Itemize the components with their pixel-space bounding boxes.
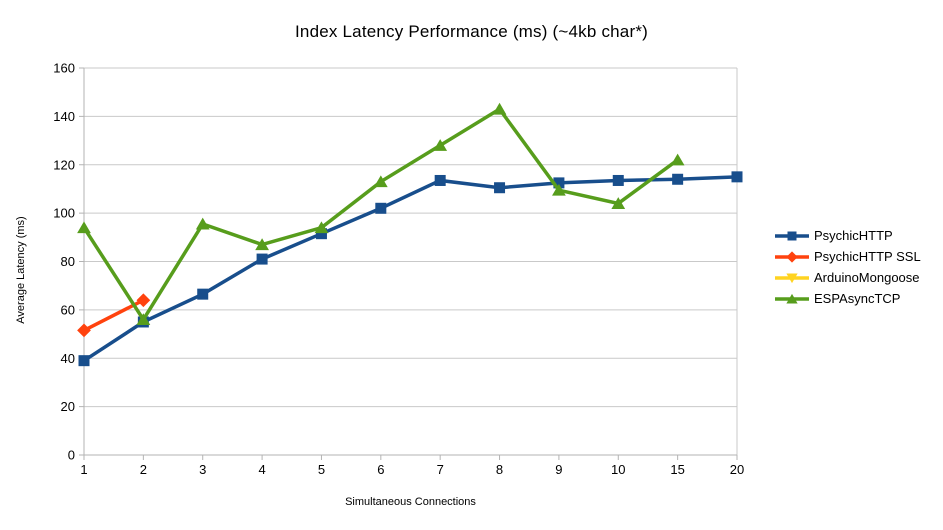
square-marker-psychichttp <box>197 288 209 300</box>
triangle-up-marker-espasynctcp <box>433 139 448 151</box>
triangle-up-marker-espasynctcp <box>77 221 91 234</box>
legend-item-espasynctcp: ESPAsyncTCP <box>775 288 921 309</box>
x-tick-label-9: 9 <box>555 462 562 477</box>
legend-label: ArduinoMongoose <box>814 270 920 285</box>
x-tick-label-6: 6 <box>377 462 384 477</box>
triangle-up-marker-espasynctcp <box>552 183 566 196</box>
square-marker-psychichttp <box>731 171 743 183</box>
triangle-up-marker-espasynctcp <box>670 153 685 166</box>
triangle-up-marker-espasynctcp <box>195 217 210 230</box>
triangle-up-marker-espasynctcp <box>255 238 269 251</box>
x-axis-title: Simultaneous Connections <box>345 496 476 508</box>
diamond-marker-psychichttp-ssl <box>136 293 151 308</box>
square-swatch-icon <box>775 231 809 240</box>
y-tick-label-120: 120 <box>53 157 75 172</box>
square-marker-psychichttp <box>375 202 387 214</box>
y-tick-label-80: 80 <box>61 254 75 269</box>
y-tick-label-140: 140 <box>53 109 75 124</box>
square-marker-psychichttp <box>78 355 90 367</box>
triangle-up-marker-espasynctcp <box>492 102 507 115</box>
legend-item-psychichttp-ssl: PsychicHTTP SSL <box>775 246 921 267</box>
x-tick-label-20: 20 <box>730 462 744 477</box>
legend-label: PsychicHTTP <box>814 228 893 243</box>
square-marker-psychichttp <box>315 228 327 240</box>
square-marker-psychichttp <box>672 173 684 185</box>
y-tick-label-20: 20 <box>61 399 75 414</box>
y-tick-label-160: 160 <box>53 61 75 76</box>
x-tick-label-7: 7 <box>437 462 444 477</box>
square-marker-psychichttp <box>612 174 624 186</box>
x-tick-label-3: 3 <box>199 462 206 477</box>
legend-item-psychichttp: PsychicHTTP <box>775 225 921 246</box>
chart-title: Index Latency Performance (ms) (~4kb cha… <box>295 22 648 41</box>
x-tick-label-5: 5 <box>318 462 325 477</box>
series-line-psychichttp <box>83 175 738 363</box>
triangle-up-marker-espasynctcp <box>611 197 626 209</box>
square-marker-psychichttp <box>434 174 446 186</box>
square-marker-psychichttp <box>494 182 506 194</box>
y-tick-label-100: 100 <box>53 206 75 221</box>
y-tick-label-0: 0 <box>68 448 75 463</box>
x-tick-label-1: 1 <box>80 462 87 477</box>
x-tick-label-15: 15 <box>670 462 684 477</box>
x-tick-label-2: 2 <box>140 462 147 477</box>
diamond-swatch-icon <box>775 250 809 263</box>
triangle-up-swatch-icon <box>775 293 809 303</box>
x-tick-label-4: 4 <box>258 462 265 477</box>
triangle-up-marker-espasynctcp <box>373 175 388 188</box>
triangle-down-swatch-icon <box>775 273 809 283</box>
legend: PsychicHTTP PsychicHTTP SSL ArduinoMongoos… <box>775 225 921 309</box>
triangle-up-marker-espasynctcp <box>314 221 329 234</box>
legend-label: PsychicHTTP SSL <box>814 249 921 264</box>
legend-label: ESPAsyncTCP <box>814 291 901 306</box>
x-tick-label-8: 8 <box>496 462 503 477</box>
legend-item-arduinomongoose: ArduinoMongoose <box>775 267 921 288</box>
series-line-espasynctcp <box>82 106 679 323</box>
x-tick-label-10: 10 <box>611 462 625 477</box>
square-marker-psychichttp <box>553 177 565 189</box>
diamond-marker-psychichttp-ssl <box>77 323 91 338</box>
y-tick-label-40: 40 <box>61 351 75 366</box>
y-tick-label-60: 60 <box>61 302 75 317</box>
square-marker-psychichttp <box>256 253 268 265</box>
triangle-up-marker-espasynctcp <box>136 313 151 326</box>
